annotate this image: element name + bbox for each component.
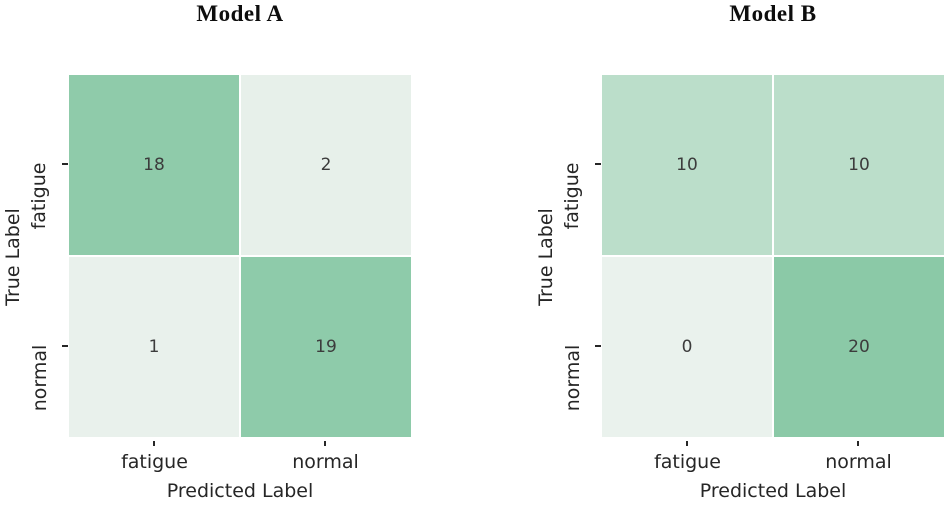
y-axis-label: True Label — [2, 208, 24, 306]
panel-model-b: Model B 10 10 0 20 fatigue normal True L… — [533, 0, 948, 509]
heatmap-model-a: 18 2 1 19 — [69, 75, 411, 437]
y-axis-label: True Label — [535, 208, 557, 306]
x-tick-label-normal: normal — [825, 451, 892, 473]
x-tick-mark — [153, 441, 155, 446]
heatmap-cell: 10 — [774, 75, 944, 255]
heatmap-cell: 10 — [602, 75, 772, 255]
y-tick-mark — [595, 345, 601, 347]
heatmap-cell: 2 — [241, 75, 411, 255]
heatmap-cell: 18 — [69, 75, 239, 255]
y-tick-label-fatigue: fatigue — [561, 162, 583, 230]
heatmap-cell: 20 — [774, 257, 944, 437]
x-axis-label: Predicted Label — [699, 480, 847, 502]
x-tick-mark — [857, 441, 859, 446]
heatmap-cell: 0 — [602, 257, 772, 437]
y-tick-label-normal: normal — [29, 344, 51, 412]
y-tick-mark — [595, 163, 601, 165]
y-tick-label-fatigue: fatigue — [28, 162, 50, 230]
panel-title-model-b: Model B — [729, 1, 817, 26]
panel-title-model-a: Model A — [196, 1, 284, 26]
y-tick-mark — [62, 345, 68, 347]
x-tick-mark — [324, 441, 326, 446]
x-tick-label-fatigue: fatigue — [654, 451, 721, 473]
x-tick-mark — [686, 441, 688, 446]
panel-model-a: Model A 18 2 1 19 fatigue normal True La… — [0, 0, 415, 509]
x-axis-label: Predicted Label — [166, 480, 314, 502]
y-tick-mark — [62, 163, 68, 165]
heatmap-cell: 1 — [69, 257, 239, 437]
x-tick-label-fatigue: fatigue — [121, 451, 188, 473]
x-tick-label-normal: normal — [292, 451, 359, 473]
heatmap-model-b: 10 10 0 20 — [602, 75, 944, 437]
heatmap-cell: 19 — [241, 257, 411, 437]
y-tick-label-normal: normal — [562, 344, 584, 412]
